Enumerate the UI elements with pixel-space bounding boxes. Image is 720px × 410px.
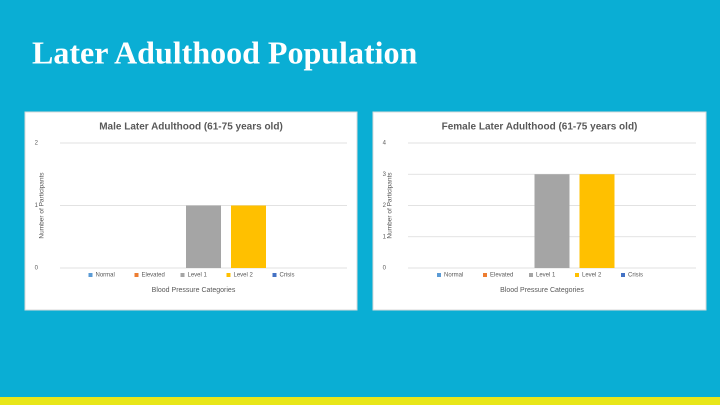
bar bbox=[579, 174, 615, 268]
legend-label: Normal bbox=[444, 273, 463, 279]
legend-swatch bbox=[621, 273, 625, 277]
legend-label: Normal bbox=[96, 273, 115, 279]
x-axis-label: Blood Pressure Categories bbox=[500, 287, 584, 294]
legend-label: Crisis bbox=[280, 273, 295, 279]
legend-swatch bbox=[437, 273, 441, 277]
y-tick-label: 1 bbox=[35, 203, 39, 209]
legend-label: Level 1 bbox=[188, 273, 208, 279]
legend-label: Crisis bbox=[628, 273, 643, 279]
chart-title: Male Later Adulthood (61-75 years old) bbox=[99, 122, 283, 133]
y-tick-label: 3 bbox=[383, 172, 387, 178]
y-tick-label: 0 bbox=[35, 266, 39, 272]
y-axis-label: Number of Participants bbox=[387, 172, 394, 239]
legend-swatch bbox=[226, 273, 231, 277]
legend-label: Elevated bbox=[142, 273, 165, 279]
bar bbox=[231, 205, 266, 268]
legend-swatch bbox=[529, 273, 533, 277]
x-axis-label: Blood Pressure Categories bbox=[152, 287, 236, 294]
y-axis-label: Number of Participants bbox=[39, 172, 46, 239]
stripe bbox=[0, 397, 720, 405]
y-tick-label: 0 bbox=[383, 266, 387, 272]
chart-title: Female Later Adulthood (61-75 years old) bbox=[442, 122, 638, 133]
bar bbox=[534, 174, 570, 268]
y-tick-label: 1 bbox=[383, 234, 387, 240]
legend-label: Elevated bbox=[490, 273, 513, 279]
legend-swatch bbox=[134, 273, 139, 277]
y-tick-label: 2 bbox=[383, 203, 387, 209]
legend-swatch bbox=[180, 273, 185, 277]
slide-title: Later Adulthood Population bbox=[32, 34, 417, 70]
legend-swatch bbox=[575, 273, 579, 277]
y-tick-label: 4 bbox=[383, 141, 387, 147]
legend-label: Level 2 bbox=[582, 273, 602, 279]
y-tick-label: 2 bbox=[35, 141, 39, 147]
legend-label: Level 2 bbox=[234, 273, 254, 279]
legend-swatch bbox=[272, 273, 277, 277]
legend-label: Level 1 bbox=[536, 273, 556, 279]
legend-swatch bbox=[88, 273, 93, 277]
legend-swatch bbox=[483, 273, 487, 277]
bar bbox=[186, 205, 221, 268]
